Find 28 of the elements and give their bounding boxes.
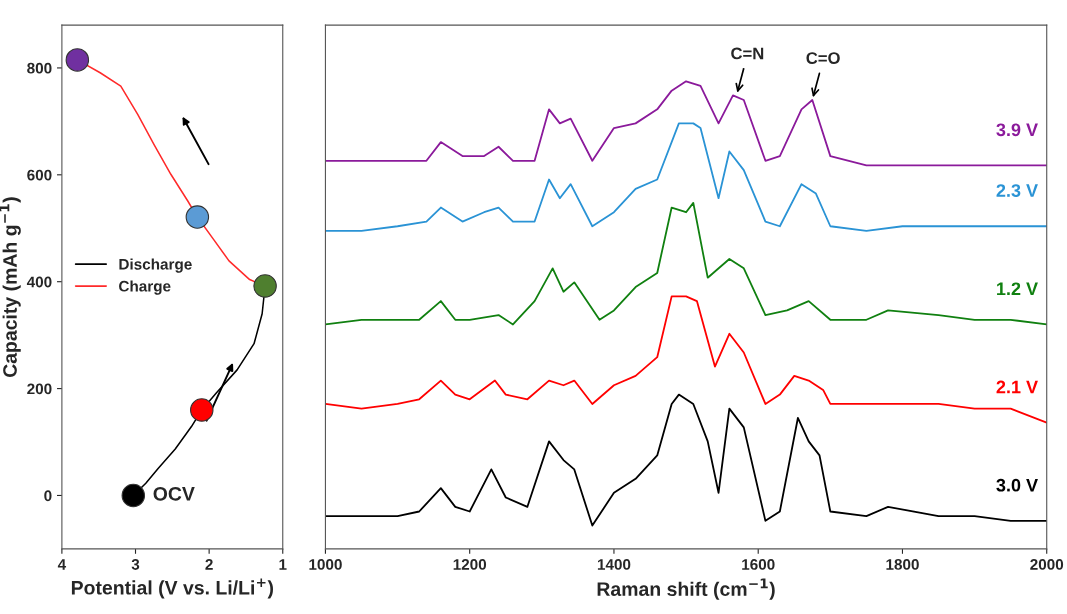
annotation: OCV — [153, 486, 195, 501]
legend-label: Charge — [119, 280, 171, 295]
x-tick-label: 1400 — [597, 559, 631, 570]
x-tick-label: 1600 — [742, 559, 775, 570]
series-label: 2.3 V — [996, 184, 1038, 197]
x-tick-label: 2 — [205, 559, 213, 570]
y-axis-title: Capacity (mAh g$^{−1}$) — [0, 197, 21, 378]
y-tick-label: 0 — [44, 490, 52, 502]
legend-label: Discharge — [119, 258, 192, 273]
x-tick-label: 1000 — [309, 559, 342, 570]
x-tick-label: 4 — [57, 559, 67, 570]
x-tick-label: 1800 — [886, 559, 919, 570]
series-label: 3.9 V — [996, 123, 1038, 137]
x-tick-label: 1 — [279, 559, 287, 570]
x-tick-label: 3 — [131, 559, 140, 570]
series-label: 1.2 V — [997, 282, 1038, 295]
x-axis-title: Raman shift (cm$^{−1}$) — [597, 578, 775, 600]
annotation: C=N — [731, 47, 764, 60]
y-tick-label: 600 — [27, 169, 52, 181]
x-tick-label: 2000 — [1030, 559, 1064, 570]
annotation: C=O — [806, 52, 840, 64]
y-tick-label: 200 — [27, 383, 52, 395]
x-tick-label: 1200 — [453, 559, 487, 570]
y-tick-label: 400 — [26, 276, 52, 288]
series-label: 2.1 V — [996, 380, 1038, 394]
series-label: 3.0 V — [996, 478, 1038, 492]
y-tick-label: 800 — [27, 62, 52, 74]
x-axis-title: Potential (V vs. Li/Li$^{+}$) — [71, 578, 274, 599]
